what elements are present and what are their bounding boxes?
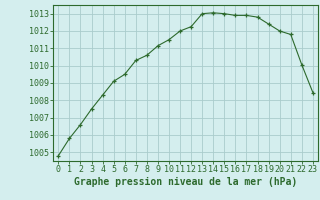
X-axis label: Graphe pression niveau de la mer (hPa): Graphe pression niveau de la mer (hPa) [74,177,297,187]
